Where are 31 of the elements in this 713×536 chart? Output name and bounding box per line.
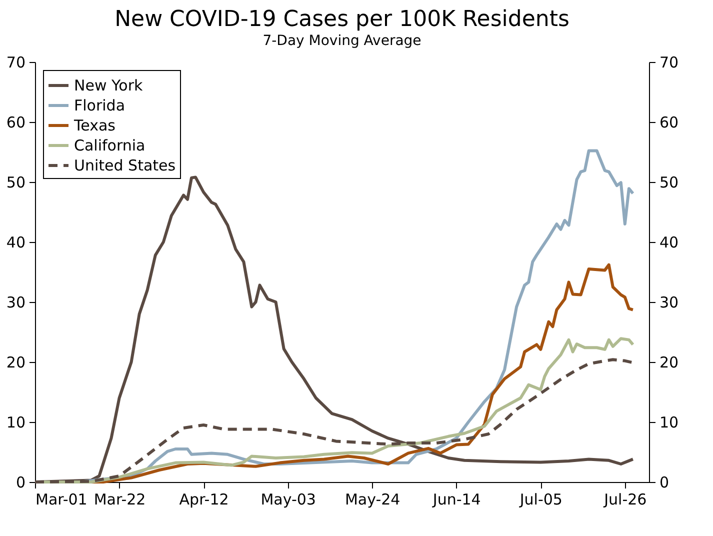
y2-tick-label: 60 bbox=[660, 114, 679, 132]
y-tick-label: 30 bbox=[6, 294, 26, 312]
y2-tick-label: 70 bbox=[660, 54, 679, 72]
y2-tick-label: 30 bbox=[660, 294, 679, 312]
y2-tick-label: 10 bbox=[660, 414, 679, 432]
y-tick-label: 70 bbox=[6, 54, 26, 72]
x-tick-label: May-24 bbox=[344, 490, 400, 508]
x-tick-label: May-03 bbox=[260, 490, 316, 508]
x-tick-label: Mar-01 bbox=[36, 490, 88, 508]
legend-label: Texas bbox=[73, 116, 116, 134]
y-tick-label: 10 bbox=[6, 414, 26, 432]
x-tick-label: Jul-26 bbox=[603, 490, 647, 508]
y2-tick-label: 50 bbox=[660, 174, 679, 192]
legend-label: New York bbox=[74, 76, 143, 94]
y-tick-label: 40 bbox=[6, 234, 26, 252]
legend-label: United States bbox=[74, 156, 176, 174]
y-tick-label: 50 bbox=[6, 174, 26, 192]
y-tick-label: 60 bbox=[6, 114, 26, 132]
x-tick-label: Jul-05 bbox=[518, 490, 562, 508]
y2-tick-label: 20 bbox=[660, 354, 679, 372]
chart-subtitle: 7-Day Moving Average bbox=[262, 33, 422, 49]
x-tick-label: Mar-22 bbox=[94, 490, 146, 508]
y2-tick-label: 40 bbox=[660, 234, 679, 252]
chart-title: New COVID-19 Cases per 100K Residents bbox=[114, 7, 570, 32]
y2-tick-label: 0 bbox=[660, 474, 670, 492]
y-tick-label: 0 bbox=[16, 474, 26, 492]
legend-label: California bbox=[74, 136, 146, 154]
y-tick-label: 20 bbox=[6, 354, 26, 372]
x-tick-label: Jun-14 bbox=[432, 490, 481, 508]
legend-label: Florida bbox=[74, 96, 126, 114]
x-tick-label: Apr-12 bbox=[179, 490, 229, 508]
